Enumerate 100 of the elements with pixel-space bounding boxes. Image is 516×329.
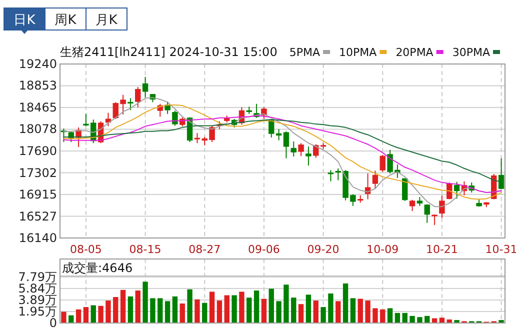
bar <box>313 300 318 323</box>
candlestick <box>172 110 178 126</box>
candlestick <box>335 168 341 181</box>
y-tick-label: 5.84万 <box>18 282 57 296</box>
bar <box>106 300 111 323</box>
bar <box>90 305 96 323</box>
x-tick-label: 10-21 <box>426 243 458 256</box>
bar <box>298 304 304 323</box>
bar <box>380 309 386 323</box>
text: 月K <box>96 13 118 28</box>
bar <box>372 308 378 323</box>
bar <box>498 320 504 323</box>
bar <box>439 318 445 323</box>
y-tick-label: 18853 <box>18 78 57 93</box>
x-tick-label: 08-15 <box>129 243 162 256</box>
bar <box>358 298 363 323</box>
bar <box>365 300 370 323</box>
bar <box>342 283 348 323</box>
y-tick-label: 7.79万 <box>18 270 57 284</box>
y-tick-label: 16915 <box>18 188 57 202</box>
x-tick-label: 10-31 <box>485 243 516 256</box>
bar <box>328 293 334 323</box>
candlestick <box>439 194 445 218</box>
bar <box>320 307 326 323</box>
bar <box>61 312 66 323</box>
bar <box>142 282 148 323</box>
bar <box>83 307 89 323</box>
candlestick <box>164 101 170 114</box>
y-tick-label: 18465 <box>18 100 57 114</box>
bar <box>276 301 282 323</box>
bar <box>158 298 163 323</box>
chart-title: 成交量:4646 <box>62 261 133 275</box>
candlestick <box>105 112 112 127</box>
bar <box>268 288 274 323</box>
y-tick-label: 16140 <box>18 231 57 245</box>
candlestick <box>424 204 430 224</box>
x-tick-label: 08-27 <box>188 243 221 256</box>
candlestick <box>498 158 504 190</box>
y-tick-label: 18078 <box>18 122 57 136</box>
bar <box>336 301 341 323</box>
legend-label: 30PMA <box>452 46 490 59</box>
bar <box>187 289 192 323</box>
y-tick-label: 17690 <box>18 144 57 158</box>
chart-title: 生猪2411[lh2411] 2024-10-31 15:00 <box>60 45 278 59</box>
bar <box>172 296 178 323</box>
candlestick <box>135 86 141 108</box>
legend-label: 20PMA <box>396 46 434 59</box>
bar <box>202 302 208 323</box>
bar <box>291 298 296 323</box>
candlestick <box>402 178 408 202</box>
text: 周K <box>54 13 77 28</box>
y-tick-label: 16527 <box>18 209 57 224</box>
bar <box>135 290 140 323</box>
bar <box>387 308 393 323</box>
bar <box>98 306 104 323</box>
bar <box>194 299 200 323</box>
bar <box>394 312 400 323</box>
bar <box>350 298 356 323</box>
candlestick <box>306 146 312 166</box>
bar <box>454 320 460 323</box>
bar <box>180 304 185 323</box>
y-tick-label: 19240 <box>18 57 57 71</box>
bar <box>216 300 222 323</box>
x-tick-label: 09-06 <box>248 243 280 256</box>
bar <box>284 284 289 323</box>
y-tick-label: 0 <box>49 316 57 329</box>
text: 日K <box>14 13 36 28</box>
bar <box>402 312 408 323</box>
bar <box>120 290 126 323</box>
bar <box>76 309 82 323</box>
x-tick-label: 08-05 <box>70 243 102 256</box>
bar <box>410 316 415 323</box>
x-tick-label: 09-20 <box>307 243 340 256</box>
bar <box>164 301 170 323</box>
bar <box>113 297 118 323</box>
bar <box>150 298 156 323</box>
bar <box>128 296 134 323</box>
bar <box>232 295 237 323</box>
candlestick <box>409 199 416 212</box>
legend-label: 10PMA <box>339 46 378 59</box>
bar <box>239 292 244 323</box>
bar <box>254 290 260 323</box>
candlestick <box>446 182 452 200</box>
bar <box>261 298 267 323</box>
bar <box>306 294 312 323</box>
candlestick <box>290 140 296 158</box>
candlestick <box>380 154 386 172</box>
candlestick <box>372 170 378 190</box>
candlestick <box>298 142 304 157</box>
bar <box>417 317 422 323</box>
candlestick <box>128 98 134 111</box>
y-tick-label: 17302 <box>18 166 57 180</box>
bar <box>246 298 252 323</box>
candlestick <box>454 181 460 200</box>
legend-label: 5PMA <box>289 46 320 59</box>
bar <box>209 292 215 323</box>
candlestick <box>328 170 334 182</box>
candlestick <box>142 76 148 98</box>
candlestick <box>283 130 290 159</box>
bar <box>224 295 230 323</box>
